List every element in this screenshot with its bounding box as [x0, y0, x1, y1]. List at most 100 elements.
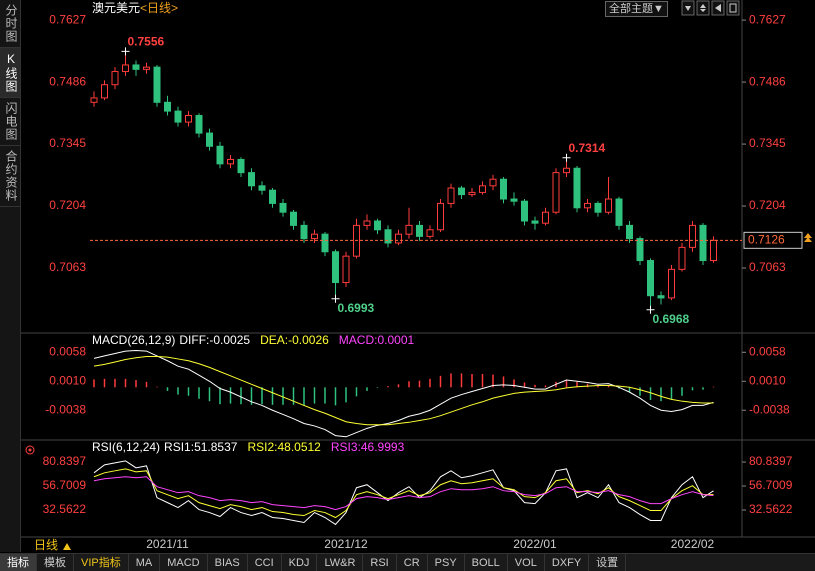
indicator-tab[interactable]: VOL: [508, 554, 545, 571]
candle-body: [563, 167, 570, 174]
side-tab[interactable]: K线图: [0, 48, 20, 98]
indicator-tab[interactable]: 模板: [37, 554, 74, 571]
macd-bar: [492, 374, 494, 388]
chart-header: 澳元美元<日线>: [92, 1, 178, 15]
macd-bar: [366, 387, 368, 391]
y-tick-label: 80.8397: [749, 454, 793, 468]
side-tab[interactable]: 合约资料: [0, 146, 20, 207]
toolbar-icons[interactable]: [681, 0, 740, 16]
price-annotation: 0.6993: [338, 301, 375, 315]
indicator-title: MACD(26,12,9): [92, 333, 175, 347]
macd-bar: [292, 387, 295, 405]
macd-bar: [103, 378, 106, 388]
macd-bar: [670, 387, 673, 400]
period-arrow[interactable]: [63, 543, 71, 550]
candle-body: [573, 167, 581, 209]
icon-button[interactable]: [726, 0, 740, 16]
candle-body: [699, 224, 707, 262]
macd-bar: [135, 380, 137, 388]
candle-body: [111, 71, 119, 86]
x-tick-label: 2022/01: [513, 537, 557, 551]
indicator-tab[interactable]: VIP指标: [74, 554, 129, 571]
macd-bar: [691, 387, 694, 391]
x-tick-label: 2021/12: [324, 537, 368, 551]
candle-body: [447, 187, 455, 204]
icon: [715, 4, 721, 12]
indicator-line: [93, 468, 714, 519]
candle-body: [143, 66, 150, 70]
legend-value: 0.0001: [377, 333, 414, 347]
candle-body: [552, 172, 560, 213]
macd-bar: [198, 387, 200, 399]
candle-body: [531, 220, 539, 224]
macd-bar: [481, 374, 484, 388]
macd-bar: [187, 387, 190, 396]
indicator-header: RSI(6,12,24) RSI1:51.8537 RSI2:48.0512 RSI3…: [92, 440, 405, 454]
macd-bar: [177, 387, 179, 395]
y-tick-label: 0.7486: [49, 74, 86, 88]
icon: [729, 3, 737, 13]
indicator-tab[interactable]: CR: [397, 554, 428, 571]
candle-body: [437, 202, 444, 231]
y-tick-label: -0.0038: [749, 402, 790, 416]
icon: [700, 4, 706, 12]
macd-bar: [282, 387, 284, 405]
candle-body: [269, 189, 276, 204]
side-tab[interactable]: 分时图: [0, 0, 20, 48]
macd-bar: [618, 387, 620, 389]
macd-bar: [639, 387, 641, 396]
theme-button[interactable]: 全部主题▼: [605, 1, 668, 17]
y-tick-label: 0.7345: [49, 136, 86, 150]
period-label[interactable]: 日线: [34, 538, 59, 552]
macd-bar: [576, 381, 578, 388]
tab-bar: 指标 模板 VIP指标 MA MACD BIAS CCI KDJ LW&R RSI CR PSY BOL…: [0, 553, 815, 571]
indicator-tab[interactable]: RSI: [363, 554, 397, 571]
indicator-tab[interactable]: DXFY: [545, 554, 590, 571]
x-tick-label: 2021/11: [146, 537, 189, 551]
macd-bar: [712, 386, 715, 388]
y-tick-label: 0.7627: [749, 12, 786, 26]
indicator-tab[interactable]: BOLL: [465, 554, 508, 571]
candle-body: [657, 295, 665, 299]
indicator-tab[interactable]: MACD: [160, 554, 208, 571]
indicator-icon[interactable]: [25, 445, 35, 455]
candle-body: [426, 229, 434, 237]
macd-bar: [649, 387, 652, 400]
candle-body: [206, 132, 213, 147]
macd-bar: [261, 387, 263, 405]
macd-bar: [208, 387, 211, 402]
macd-bar: [408, 381, 410, 388]
indicator-tab[interactable]: PSY: [428, 554, 465, 571]
indicator-tab[interactable]: KDJ: [282, 554, 318, 571]
indicator-tab[interactable]: BIAS: [208, 554, 248, 571]
y-tick-label: 0.7486: [749, 74, 786, 88]
macd-bar: [271, 387, 274, 405]
indicator-tab[interactable]: CCI: [248, 554, 282, 571]
candle-body: [384, 229, 392, 244]
indicator-tab[interactable]: 设置: [589, 554, 627, 571]
side-tab[interactable]: 闪电图: [0, 98, 20, 146]
candle-body: [90, 97, 98, 103]
macd-bar: [313, 387, 316, 404]
macd-bar: [250, 387, 253, 405]
candle-body: [185, 114, 192, 123]
indicator-tab[interactable]: LW&R: [317, 554, 364, 571]
candle-body: [290, 211, 297, 226]
indicator-title: RSI(6,12,24): [92, 440, 160, 454]
legend-name: MACD:: [339, 333, 378, 347]
y-tick-label: 56.7009: [749, 478, 793, 492]
y-tick-label: 32.5622: [43, 502, 87, 516]
macd-bar: [544, 385, 547, 388]
macd-bar: [660, 387, 662, 402]
macd-bar: [376, 387, 379, 388]
macd-bar: [460, 373, 463, 388]
y-tick-label: 0.7345: [749, 136, 786, 150]
indicator-tab[interactable]: MA: [129, 554, 161, 571]
indicator-tab[interactable]: 指标: [0, 554, 37, 571]
indicator-line: [93, 356, 714, 426]
chart-title: 澳元美元: [92, 1, 140, 15]
y-tick-label: 0.0010: [749, 373, 786, 387]
candle-body: [132, 64, 140, 70]
candle-body: [101, 84, 108, 99]
macd-bar: [303, 387, 305, 406]
